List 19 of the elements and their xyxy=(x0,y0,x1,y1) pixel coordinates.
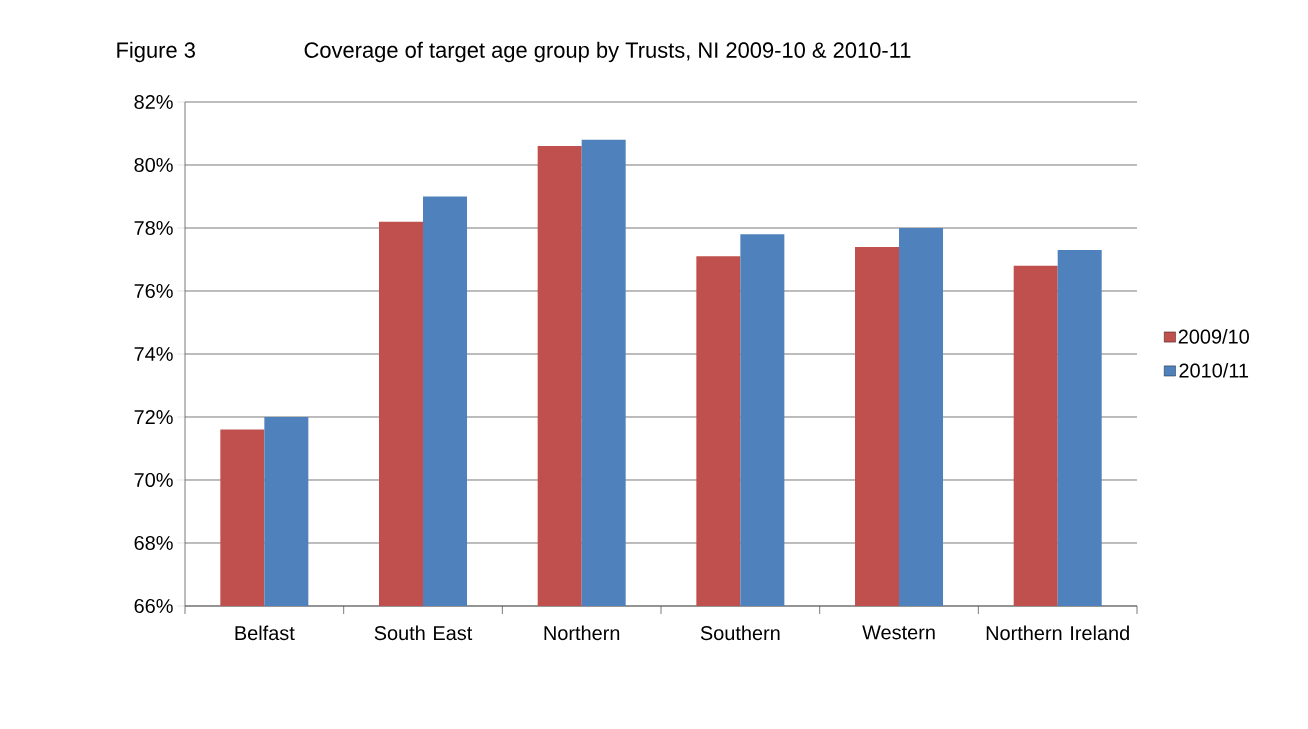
chart-title: Coverage of target age group by Trusts, NI 2009-10 & 2010-11 xyxy=(304,41,911,63)
y-tick-label: 70% xyxy=(134,472,173,488)
x-tick-label: Belfast xyxy=(235,625,295,641)
x-tick-label: Western xyxy=(862,625,935,640)
x-tick-label: Northern Ireland xyxy=(986,625,1129,641)
y-tick-label: 66% xyxy=(134,598,173,614)
y-tick-label: 74% xyxy=(134,347,173,361)
y-tick-label: 72% xyxy=(134,409,173,424)
y-tick-label: 68% xyxy=(134,535,173,551)
x-tick-label: Southern xyxy=(700,625,780,641)
y-tick-label: 82% xyxy=(134,94,173,110)
y-tick-label: 76% xyxy=(134,283,173,299)
legend-label: 2009/10 xyxy=(1178,329,1249,344)
x-tick-label: Northern xyxy=(544,625,620,641)
x-tick-label: South East xyxy=(374,625,473,641)
y-tick-label: 78% xyxy=(134,220,173,236)
caption: Figure 3 xyxy=(117,41,195,63)
y-tick-label: 80% xyxy=(134,157,173,173)
legend-label: 2010/11 xyxy=(1179,362,1249,378)
